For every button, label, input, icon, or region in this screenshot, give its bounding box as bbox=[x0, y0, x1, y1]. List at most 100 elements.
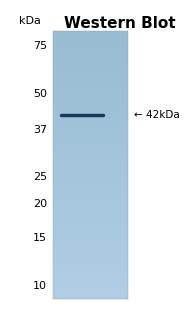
Text: Western Blot: Western Blot bbox=[64, 16, 176, 31]
Bar bbox=[53, 252, 128, 253]
Bar bbox=[53, 154, 128, 156]
Bar bbox=[53, 135, 128, 137]
Bar bbox=[53, 102, 128, 103]
Bar bbox=[53, 131, 128, 133]
Bar bbox=[53, 272, 128, 273]
Text: 10: 10 bbox=[33, 281, 47, 291]
Bar bbox=[53, 31, 128, 299]
Bar bbox=[53, 227, 128, 229]
Bar bbox=[53, 250, 128, 252]
Bar bbox=[53, 138, 128, 140]
Bar bbox=[53, 88, 128, 90]
Bar bbox=[53, 290, 128, 292]
Bar bbox=[53, 226, 128, 228]
Bar bbox=[53, 53, 128, 55]
Bar bbox=[53, 104, 128, 106]
Bar bbox=[53, 56, 128, 58]
Bar bbox=[53, 286, 128, 288]
Bar bbox=[53, 51, 128, 53]
Bar bbox=[53, 170, 128, 172]
Bar bbox=[53, 43, 128, 44]
Bar bbox=[53, 188, 128, 190]
Bar bbox=[53, 63, 128, 65]
Bar bbox=[53, 241, 128, 243]
Bar bbox=[53, 197, 128, 198]
Bar bbox=[53, 100, 128, 102]
Bar bbox=[53, 87, 128, 89]
Bar bbox=[53, 98, 128, 99]
Bar bbox=[53, 95, 128, 97]
Bar bbox=[53, 107, 128, 109]
Bar bbox=[53, 217, 128, 218]
Bar bbox=[53, 83, 128, 85]
Bar bbox=[53, 72, 128, 74]
Text: kDa: kDa bbox=[19, 16, 41, 26]
Bar bbox=[53, 191, 128, 193]
Bar bbox=[53, 61, 128, 63]
Bar bbox=[53, 296, 128, 298]
Bar bbox=[53, 186, 128, 188]
Bar bbox=[53, 256, 128, 257]
Bar bbox=[53, 238, 128, 240]
Bar bbox=[53, 294, 128, 296]
Text: 75: 75 bbox=[33, 41, 47, 51]
Bar bbox=[53, 148, 128, 150]
Bar bbox=[53, 99, 128, 101]
Bar bbox=[53, 167, 128, 169]
Bar bbox=[53, 40, 128, 42]
Text: 20: 20 bbox=[33, 199, 47, 209]
Bar bbox=[53, 130, 128, 132]
Bar bbox=[53, 96, 128, 98]
Bar bbox=[53, 239, 128, 241]
Bar bbox=[53, 237, 128, 239]
Bar bbox=[53, 31, 128, 32]
Bar bbox=[53, 124, 128, 126]
Bar bbox=[53, 235, 128, 237]
Bar bbox=[53, 190, 128, 192]
Bar bbox=[53, 168, 128, 170]
Bar bbox=[53, 52, 128, 54]
Text: ← 42kDa: ← 42kDa bbox=[134, 110, 180, 120]
Bar bbox=[53, 32, 128, 34]
Bar bbox=[53, 219, 128, 221]
Bar bbox=[53, 69, 128, 71]
Bar bbox=[53, 68, 128, 70]
Bar bbox=[53, 108, 128, 110]
Bar bbox=[53, 198, 128, 200]
Bar bbox=[53, 223, 128, 225]
Bar bbox=[53, 126, 128, 128]
Bar bbox=[53, 202, 128, 204]
Bar bbox=[53, 163, 128, 165]
Bar bbox=[53, 64, 128, 66]
Bar bbox=[53, 266, 128, 268]
Bar bbox=[53, 195, 128, 197]
Bar bbox=[53, 71, 128, 73]
Text: 50: 50 bbox=[33, 89, 47, 99]
Bar bbox=[53, 73, 128, 75]
Bar bbox=[53, 134, 128, 136]
Bar bbox=[53, 81, 128, 83]
Bar bbox=[53, 86, 128, 87]
Bar bbox=[53, 210, 128, 212]
Bar bbox=[53, 65, 128, 67]
Bar bbox=[53, 37, 128, 39]
Bar bbox=[53, 147, 128, 149]
Bar bbox=[53, 144, 128, 146]
Bar bbox=[53, 207, 128, 209]
Bar bbox=[53, 146, 128, 148]
Bar bbox=[53, 254, 128, 256]
Bar bbox=[53, 215, 128, 217]
Bar bbox=[53, 48, 128, 50]
Bar bbox=[53, 206, 128, 208]
Bar bbox=[53, 274, 128, 276]
Bar bbox=[53, 172, 128, 174]
Bar bbox=[53, 41, 128, 43]
Bar bbox=[53, 262, 128, 264]
Bar bbox=[53, 152, 128, 154]
Bar bbox=[53, 249, 128, 251]
Text: 25: 25 bbox=[33, 172, 47, 182]
Bar bbox=[53, 193, 128, 194]
Bar bbox=[53, 231, 128, 233]
Bar bbox=[53, 49, 128, 51]
Bar bbox=[53, 67, 128, 69]
